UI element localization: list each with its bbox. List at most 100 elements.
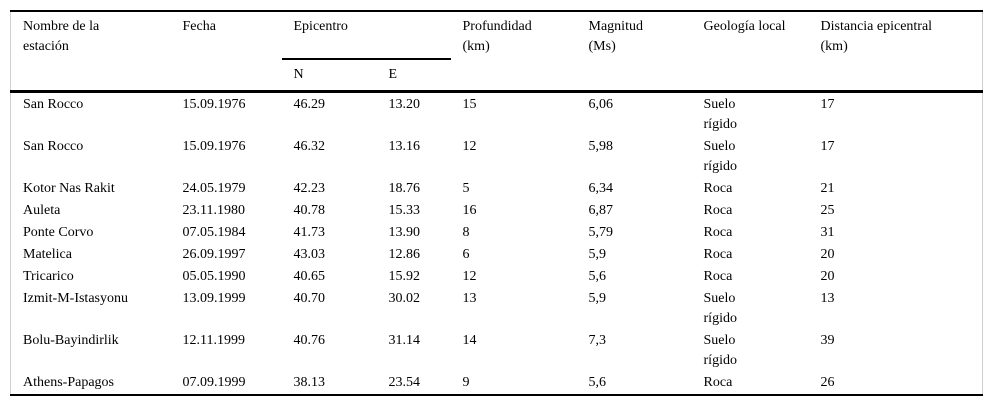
cell-magnitude: 5,98: [588, 138, 614, 154]
cell-epicenter-n: 46.29: [293, 96, 326, 112]
cell-distance: 26: [820, 374, 835, 390]
cell-distance: 31: [820, 224, 835, 240]
cell-geology: Roca: [692, 178, 809, 200]
cell-date: 23.11.1980: [182, 202, 245, 218]
table-row: Izmit-M-Istasyonu 13.09.1999 40.70 30.02…: [11, 288, 983, 330]
cell-distance: 17: [820, 96, 835, 112]
cell-depth: 9: [462, 374, 470, 390]
cell-magnitude: 6,34: [588, 180, 614, 196]
header-row-main: Nombre de la estación Fecha Epicentro Pr…: [10, 11, 983, 93]
column-header-date: Fecha: [170, 11, 282, 93]
cell-date: 07.05.1984: [182, 224, 246, 240]
cell-geology-text: Suelo rígido: [703, 290, 737, 326]
cell-geology-text: Roca: [703, 246, 733, 262]
cell-geology-text: Suelo rígido: [703, 138, 737, 174]
cell-epicenter-e: 13.90: [388, 224, 421, 240]
cell-epicenter-e: 30.02: [388, 290, 421, 306]
cell-date: 13.09.1999: [182, 290, 246, 306]
cell-magnitude: 5,79: [588, 224, 614, 240]
cell-distance: 17: [820, 138, 835, 154]
cell-geology: Suelo rígido: [692, 136, 809, 178]
cell-station-name: Ponte Corvo: [23, 224, 94, 240]
cell-depth: 16: [462, 202, 477, 218]
column-header-epicenter-n: N: [281, 59, 377, 93]
column-header-date-label: Fecha: [182, 19, 216, 34]
cell-station-name: Bolu-Bayindirlik: [23, 332, 119, 348]
cell-epicenter-n: 40.78: [293, 202, 326, 218]
cell-distance: 20: [820, 246, 835, 262]
header-row-sub: N E: [11, 59, 983, 93]
cell-date: 15.09.1976: [182, 138, 246, 154]
cell-epicenter-n: 41.73: [293, 224, 326, 240]
cell-geology-text: Roca: [703, 202, 733, 218]
cell-epicenter-e: 15.33: [388, 202, 421, 218]
table-row: Auleta 23.11.1980 40.78 15.33 16 6,87 Ro…: [11, 200, 983, 222]
cell-geology-text: Roca: [703, 180, 733, 196]
cell-geology: Roca: [692, 266, 809, 288]
cell-date: 24.05.1979: [182, 180, 246, 196]
cell-distance: 21: [820, 180, 835, 196]
cell-station-name: Auleta: [23, 202, 61, 218]
cell-depth: 12: [462, 138, 477, 154]
cell-epicenter-n: 43.03: [293, 246, 326, 262]
cell-magnitude: 5,6: [588, 268, 607, 284]
cell-geology: Roca: [692, 200, 809, 222]
table-row: Athens-Papagos 07.09.1999 38.13 23.54 9 …: [11, 372, 983, 395]
table-row: Matelica 26.09.1997 43.03 12.86 6 5,9 Ro…: [11, 244, 983, 266]
cell-station-name: Tricarico: [23, 268, 74, 284]
cell-station-name: Kotor Nas Rakit: [23, 180, 115, 196]
cell-geology: Roca: [692, 372, 809, 395]
column-header-epicenter-e: E: [376, 59, 451, 93]
table-row: Kotor Nas Rakit 24.05.1979 42.23 18.76 5…: [11, 178, 983, 200]
table-row: San Rocco 15.09.1976 46.32 13.16 12 5,98…: [11, 136, 983, 178]
cell-epicenter-n: 38.13: [293, 374, 326, 390]
cell-magnitude: 5,9: [588, 246, 607, 262]
cell-station-name: San Rocco: [23, 96, 84, 112]
cell-geology: Roca: [692, 244, 809, 266]
table-row: Ponte Corvo 07.05.1984 41.73 13.90 8 5,7…: [11, 222, 983, 244]
table-row: Tricarico 05.05.1990 40.65 15.92 12 5,6 …: [11, 266, 983, 288]
cell-epicenter-e: 12.86: [388, 246, 421, 262]
column-header-station-name-label: Nombre de la estación: [23, 19, 100, 54]
cell-distance: 25: [820, 202, 835, 218]
column-header-distance: Distancia epicentral (km): [808, 11, 983, 93]
cell-epicenter-n: 42.23: [293, 180, 326, 196]
table-row: San Rocco 15.09.1976 46.29 13.20 15 6,06…: [11, 91, 983, 136]
cell-epicenter-e: 13.20: [388, 96, 421, 112]
cell-magnitude: 6,06: [588, 96, 614, 112]
cell-depth: 6: [462, 246, 470, 262]
cell-date: 26.09.1997: [182, 246, 246, 262]
cell-station-name: Matelica: [23, 246, 72, 262]
cell-epicenter-e: 15.92: [388, 268, 421, 284]
column-header-geology-label: Geología local: [703, 19, 786, 34]
cell-magnitude: 5,6: [588, 374, 607, 390]
cell-depth: 8: [462, 224, 470, 240]
cell-epicenter-n: 40.70: [293, 290, 326, 306]
cell-distance: 20: [820, 268, 835, 284]
cell-geology-text: Suelo rígido: [703, 96, 737, 132]
cell-epicenter-n: 40.65: [293, 268, 326, 284]
cell-magnitude: 5,9: [588, 290, 607, 306]
table-header: Nombre de la estación Fecha Epicentro Pr…: [10, 11, 983, 93]
cell-date: 07.09.1999: [182, 374, 246, 390]
cell-depth: 13: [462, 290, 477, 306]
cell-depth: 5: [462, 180, 470, 196]
column-header-epicenter: Epicentro: [281, 11, 451, 60]
cell-magnitude: 6,87: [588, 202, 614, 218]
cell-station-name: Athens-Papagos: [23, 374, 114, 390]
cell-depth: 15: [462, 96, 477, 112]
column-header-epicenter-label: Epicentro: [293, 19, 348, 34]
cell-epicenter-n: 40.76: [293, 332, 326, 348]
cell-station-name: Izmit-M-Istasyonu: [23, 290, 128, 306]
column-header-geology: Geología local: [691, 11, 809, 93]
cell-depth: 12: [462, 268, 477, 284]
cell-geology-text: Roca: [703, 224, 733, 240]
column-header-magnitude-label: Magnitud (Ms): [588, 19, 643, 54]
stations-table: Nombre de la estación Fecha Epicentro Pr…: [10, 10, 984, 396]
column-header-depth-label: Profundidad (km): [462, 19, 532, 54]
cell-geology-text: Suelo rígido: [703, 332, 737, 368]
table-body: San Rocco 15.09.1976 46.29 13.20 15 6,06…: [11, 91, 983, 395]
cell-date: 15.09.1976: [182, 96, 246, 112]
cell-depth: 14: [462, 332, 477, 348]
